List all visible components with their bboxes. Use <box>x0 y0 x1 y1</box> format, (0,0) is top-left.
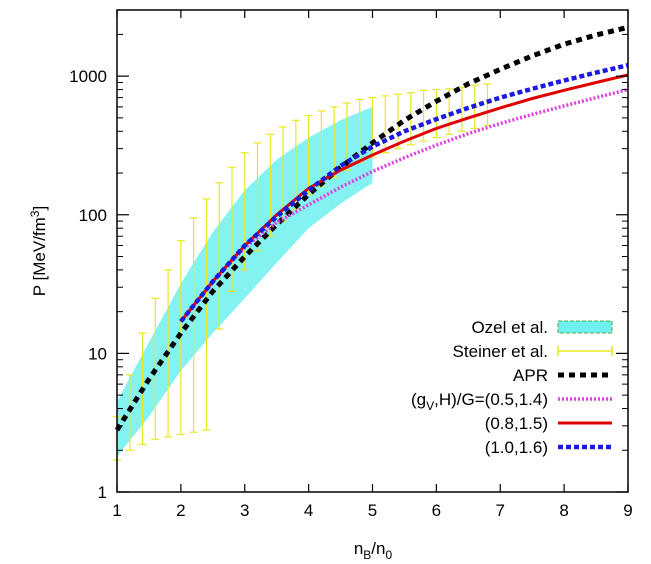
y-tick-label: 10 <box>88 344 107 363</box>
legend: Ozel et al. Steiner et al. APR (gV,H)/G=(0.… <box>411 318 613 457</box>
legend-label-5: (1.0,1.6) <box>485 438 548 457</box>
y-tick-label: 1000 <box>69 67 107 86</box>
x-tick-label: 6 <box>432 501 441 520</box>
series-line-3 <box>179 63 629 323</box>
x-tick-label: 1 <box>112 501 121 520</box>
x-tick-label: 5 <box>368 501 377 520</box>
series-line-1 <box>179 87 629 323</box>
axes-layer: 1 2 3 4 5 6 7 8 9 1 10 100 1000 <box>69 9 633 520</box>
y-axis-title: P [MeV/fm3] <box>28 206 49 296</box>
x-tick-label: 2 <box>176 501 185 520</box>
x-tick-label: 8 <box>559 501 568 520</box>
legend-label-1: Steiner et al. <box>453 342 548 361</box>
x-tick-label: 4 <box>304 501 313 520</box>
x-axis-title: nB/n0 <box>354 539 393 562</box>
legend-label-4: (0.8,1.5) <box>485 414 548 433</box>
legend-label-3: (gV,H)/G=(0.5,1.4) <box>411 390 548 413</box>
legend-swatch-ozel <box>557 320 613 334</box>
series-line-0 <box>114 24 629 432</box>
y-tick-label: 100 <box>79 206 107 225</box>
x-tick-label: 3 <box>240 501 249 520</box>
legend-label-2: APR <box>513 366 548 385</box>
series-layer <box>114 24 629 432</box>
x-tick-label: 7 <box>496 501 505 520</box>
legend-label-0: Ozel et al. <box>471 318 548 337</box>
y-tick-label: 1 <box>98 483 107 502</box>
x-tick-label: 9 <box>623 501 632 520</box>
